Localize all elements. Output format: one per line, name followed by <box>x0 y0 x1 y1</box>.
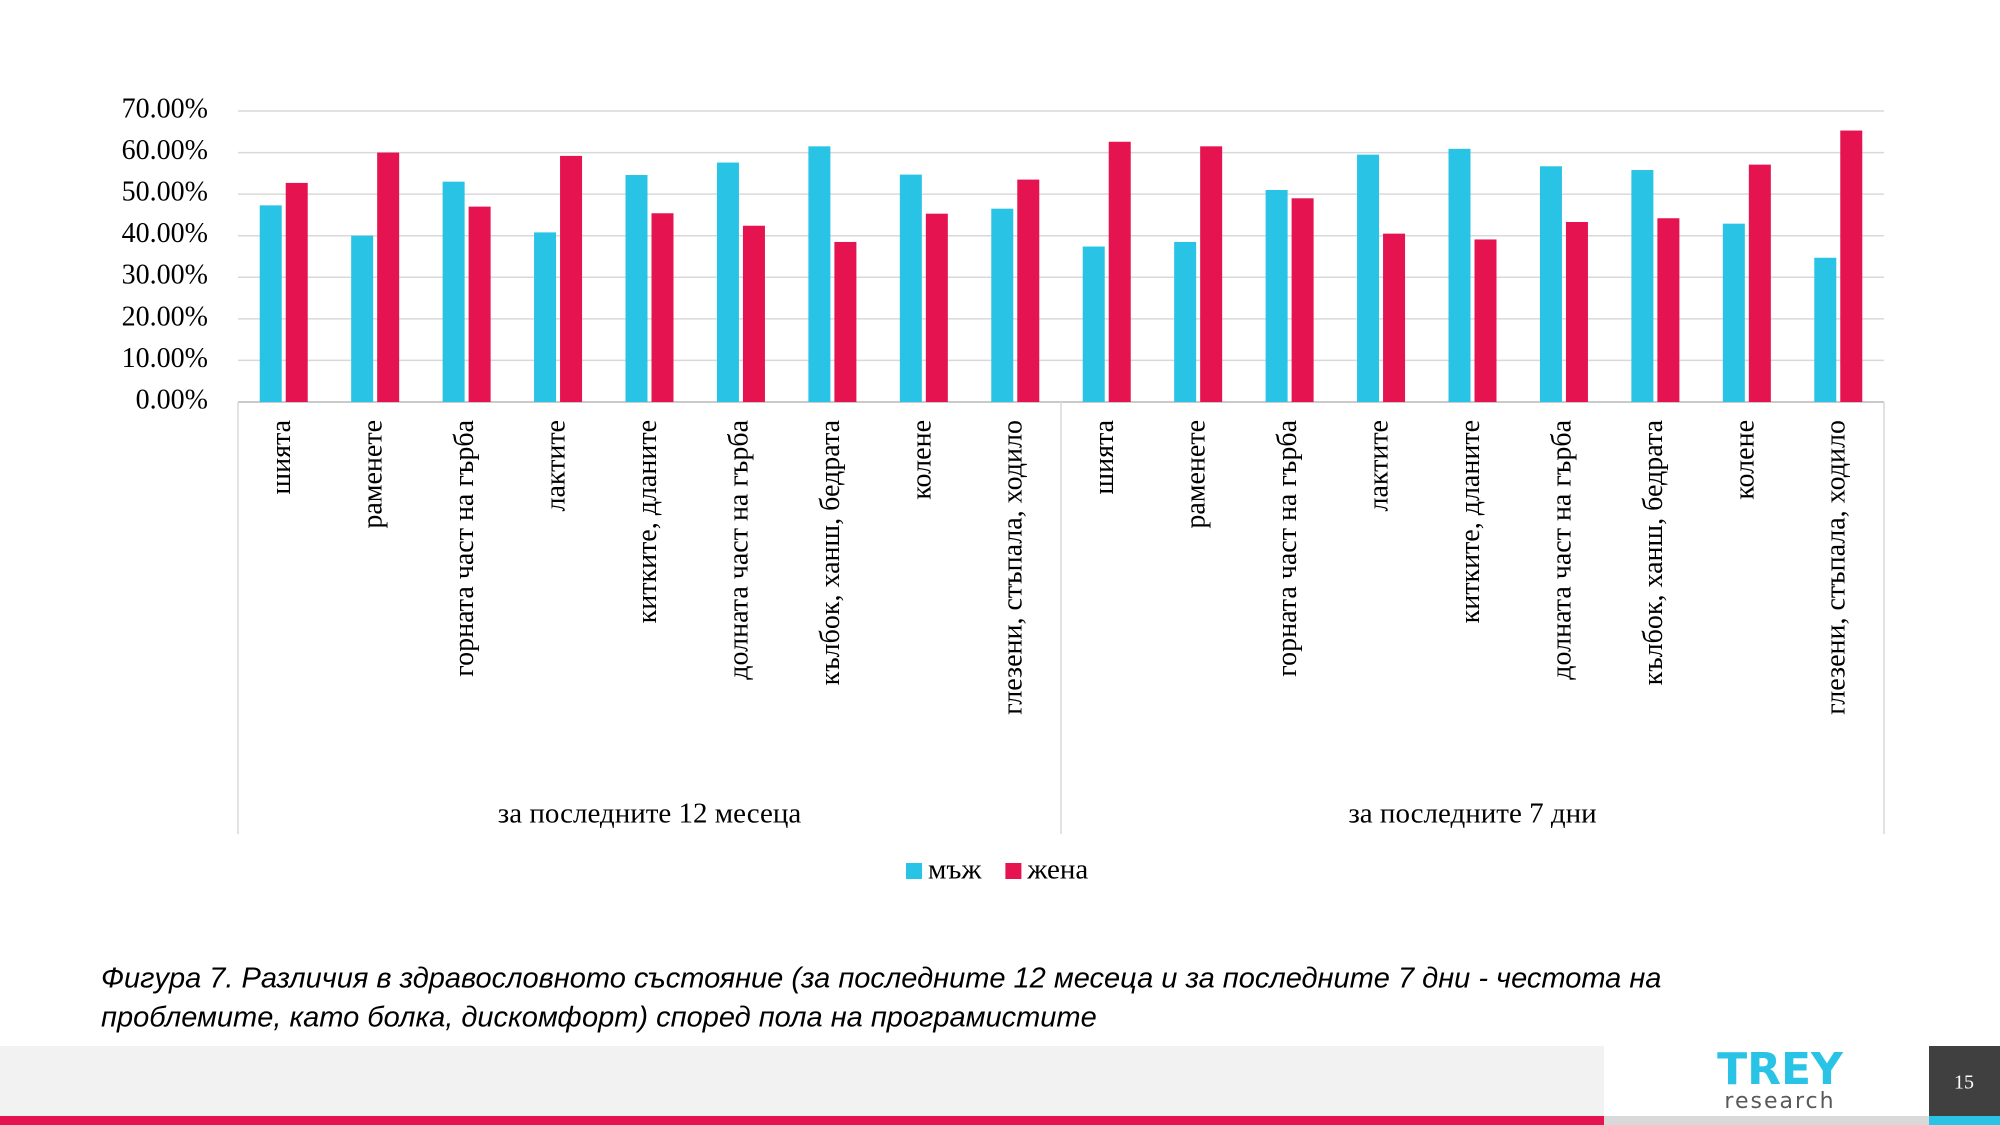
legend-swatch <box>906 863 922 879</box>
x-tick-label: колене <box>1729 420 1760 500</box>
bar <box>1840 130 1863 402</box>
x-tick-label: колене <box>906 420 937 500</box>
bar <box>625 175 648 402</box>
group-label: за последните 12 месеца <box>498 798 802 830</box>
x-tick-label: китките, дланите <box>1455 420 1486 623</box>
bar <box>1474 239 1497 402</box>
bar <box>742 225 765 402</box>
bar <box>285 182 308 402</box>
bar <box>1814 257 1837 402</box>
x-tick-label: глезени, стъпала, ходило <box>998 420 1029 715</box>
bar <box>1291 198 1314 402</box>
x-tick-label: шията <box>1089 419 1120 494</box>
group-label: за последните 7 дни <box>1348 798 1596 830</box>
y-tick-label: 40.00% <box>122 218 208 249</box>
bar <box>834 241 857 402</box>
bar <box>1383 233 1406 402</box>
caption: Фигура 7. Различия в здравословното съст… <box>101 963 1661 995</box>
bar <box>1265 189 1288 402</box>
x-tick-label: долната част на гърба <box>1546 419 1577 679</box>
bar <box>991 208 1014 402</box>
bar <box>560 155 583 402</box>
x-tick-label: раменете <box>358 420 389 529</box>
footer-band <box>0 1046 1604 1116</box>
x-tick-label: долната част на гърба <box>723 419 754 679</box>
bar <box>651 213 674 402</box>
logo: TREY <box>1717 1044 1844 1095</box>
legend-label: жена <box>1026 854 1088 886</box>
bar <box>377 152 400 402</box>
x-tick-label: китките, дланите <box>632 420 663 623</box>
bar <box>1722 223 1745 402</box>
bar <box>534 232 557 402</box>
logo: research <box>1724 1089 1835 1114</box>
bar <box>1017 179 1040 402</box>
y-tick-label: 60.00% <box>122 135 208 166</box>
footer-line <box>1929 1116 2000 1125</box>
x-tick-label: лактите <box>540 420 571 512</box>
bar <box>716 162 739 402</box>
page-number: 15 <box>1954 1072 1974 1094</box>
y-tick-label: 70.00% <box>122 93 208 124</box>
footer-line <box>1604 1116 1929 1125</box>
footer-line <box>0 1116 1604 1125</box>
x-tick-label: раменете <box>1181 420 1212 529</box>
y-tick-label: 30.00% <box>122 260 208 291</box>
bar <box>1448 148 1471 402</box>
bar <box>1657 218 1680 402</box>
x-tick-label: кълбок, ханш, бедрата <box>1638 419 1669 685</box>
caption: проблемите, като болка, дискомфорт) спор… <box>101 1002 1097 1034</box>
bar <box>442 181 465 402</box>
bar <box>1748 164 1771 402</box>
page-number-box <box>1929 1046 2000 1116</box>
x-tick-label: лактите <box>1363 420 1394 512</box>
x-tick-label: горната част на гърба <box>1272 419 1303 676</box>
bar <box>259 205 282 402</box>
bar <box>808 146 831 402</box>
x-tick-label: горната част на гърба <box>449 419 480 676</box>
bar <box>1082 246 1105 402</box>
bar <box>925 213 948 402</box>
x-tick-label: кълбок, ханш, бедрата <box>815 419 846 685</box>
y-tick-label: 50.00% <box>122 177 208 208</box>
bar <box>1565 221 1588 402</box>
x-tick-label: глезени, стъпала, ходило <box>1821 420 1852 715</box>
y-tick-label: 20.00% <box>122 301 208 332</box>
y-tick-label: 0.00% <box>136 384 208 415</box>
x-tick-label: шията <box>266 419 297 494</box>
bar <box>1631 170 1654 402</box>
bar <box>1200 146 1223 402</box>
bar <box>1539 166 1562 402</box>
bar <box>1174 241 1197 402</box>
legend-label: мъж <box>928 854 982 886</box>
legend-swatch <box>1005 863 1022 879</box>
bar <box>468 206 491 402</box>
bar <box>1357 154 1380 402</box>
bar <box>899 174 922 402</box>
bar <box>351 235 374 402</box>
y-tick-label: 10.00% <box>122 343 208 374</box>
bar <box>1108 141 1131 402</box>
